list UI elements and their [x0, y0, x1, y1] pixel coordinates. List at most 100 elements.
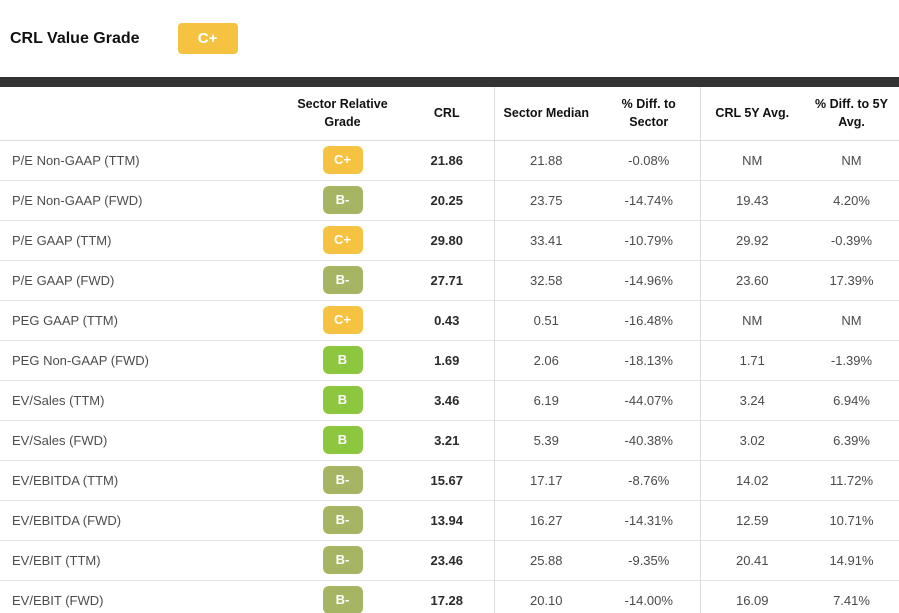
crl-5y-avg-value: 1.71: [699, 340, 804, 381]
grade-badge: B-: [322, 186, 363, 214]
col-header-diff-to-5y-avg: % Diff. to 5Y Avg.: [804, 87, 899, 141]
crl-value: 3.21: [400, 420, 494, 461]
sector-median-value: 6.19: [493, 380, 598, 421]
col-header-sector-relative-grade: Sector Relative Grade: [285, 87, 400, 141]
sector-median-value: 5.39: [493, 420, 598, 461]
crl-value: 17.28: [400, 580, 494, 613]
diff-to-5y-avg-value: 6.94%: [804, 380, 899, 421]
table-row: EV/EBITDA (TTM) B- 15.67 17.17 -8.76% 14…: [0, 460, 899, 501]
crl-value: 21.86: [400, 140, 494, 181]
table-row: P/E Non-GAAP (TTM) C+ 21.86 21.88 -0.08%…: [0, 140, 899, 181]
grade-cell: B-: [285, 580, 400, 613]
crl-5y-avg-value: 19.43: [699, 180, 804, 221]
table-row: EV/EBITDA (FWD) B- 13.94 16.27 -14.31% 1…: [0, 500, 899, 541]
diff-to-sector-value: -16.48%: [598, 300, 700, 341]
overall-grade-badge[interactable]: C+: [177, 23, 238, 54]
grade-badge: B: [322, 426, 363, 454]
grade-cell: B-: [285, 500, 400, 541]
sector-median-value: 25.88: [493, 540, 598, 581]
table-header-row: Sector Relative Grade CRL Sector Median …: [0, 87, 899, 141]
crl-value: 27.71: [400, 260, 494, 301]
diff-to-5y-avg-value: 14.91%: [804, 540, 899, 581]
metric-label: P/E Non-GAAP (TTM): [0, 140, 285, 181]
crl-value: 13.94: [400, 500, 494, 541]
diff-to-sector-value: -44.07%: [598, 380, 700, 421]
sector-median-value: 17.17: [493, 460, 598, 501]
crl-5y-avg-value: 20.41: [699, 540, 804, 581]
table-row: P/E GAAP (FWD) B- 27.71 32.58 -14.96% 23…: [0, 260, 899, 301]
diff-to-sector-value: -0.08%: [598, 140, 700, 181]
crl-5y-avg-value: 29.92: [699, 220, 804, 261]
diff-to-sector-value: -8.76%: [598, 460, 700, 501]
grade-badge: B-: [322, 266, 363, 294]
section-divider-bar: [0, 77, 899, 87]
metric-label: P/E GAAP (TTM): [0, 220, 285, 261]
page-title: CRL Value Grade: [10, 29, 140, 47]
crl-5y-avg-value: NM: [699, 300, 804, 341]
table-row: EV/EBIT (TTM) B- 23.46 25.88 -9.35% 20.4…: [0, 540, 899, 581]
grade-cell: B: [285, 420, 400, 461]
grade-cell: C+: [285, 300, 400, 341]
metric-label: EV/EBIT (FWD): [0, 580, 285, 613]
diff-to-5y-avg-value: NM: [804, 140, 899, 181]
col-header-diff-to-sector: % Diff. to Sector: [598, 87, 700, 141]
grade-cell: C+: [285, 220, 400, 261]
col-header-crl: CRL: [400, 87, 494, 141]
crl-value: 15.67: [400, 460, 494, 501]
diff-to-5y-avg-value: 7.41%: [804, 580, 899, 613]
crl-5y-avg-value: 14.02: [699, 460, 804, 501]
crl-5y-avg-value: 3.02: [699, 420, 804, 461]
col-header-metric: [0, 87, 285, 141]
diff-to-sector-value: -18.13%: [598, 340, 700, 381]
grade-badge: C+: [322, 306, 363, 334]
diff-to-5y-avg-value: 10.71%: [804, 500, 899, 541]
metric-label: EV/EBITDA (TTM): [0, 460, 285, 501]
metric-label: EV/Sales (FWD): [0, 420, 285, 461]
diff-to-sector-value: -40.38%: [598, 420, 700, 461]
sector-median-value: 33.41: [493, 220, 598, 261]
table-row: P/E GAAP (TTM) C+ 29.80 33.41 -10.79% 29…: [0, 220, 899, 261]
crl-value: 3.46: [400, 380, 494, 421]
table-row: PEG GAAP (TTM) C+ 0.43 0.51 -16.48% NM N…: [0, 300, 899, 341]
col-header-sector-median: Sector Median: [493, 87, 598, 141]
diff-to-5y-avg-value: 4.20%: [804, 180, 899, 221]
diff-to-sector-value: -14.74%: [598, 180, 700, 221]
crl-value: 20.25: [400, 180, 494, 221]
crl-value: 29.80: [400, 220, 494, 261]
table-row: P/E Non-GAAP (FWD) B- 20.25 23.75 -14.74…: [0, 180, 899, 221]
crl-5y-avg-value: 23.60: [699, 260, 804, 301]
diff-to-5y-avg-value: 6.39%: [804, 420, 899, 461]
grade-cell: B: [285, 340, 400, 381]
sector-median-value: 23.75: [493, 180, 598, 221]
grade-badge: B-: [322, 586, 363, 613]
crl-5y-avg-value: NM: [699, 140, 804, 181]
metric-label: EV/EBITDA (FWD): [0, 500, 285, 541]
diff-to-sector-value: -14.96%: [598, 260, 700, 301]
crl-5y-avg-value: 12.59: [699, 500, 804, 541]
grade-cell: B: [285, 380, 400, 421]
grade-badge: C+: [322, 226, 363, 254]
metric-label: EV/EBIT (TTM): [0, 540, 285, 581]
metric-label: P/E Non-GAAP (FWD): [0, 180, 285, 221]
crl-value: 1.69: [400, 340, 494, 381]
table-row: EV/Sales (TTM) B 3.46 6.19 -44.07% 3.24 …: [0, 380, 899, 421]
table-row: EV/Sales (FWD) B 3.21 5.39 -40.38% 3.02 …: [0, 420, 899, 461]
metric-label: P/E GAAP (FWD): [0, 260, 285, 301]
metric-label: PEG Non-GAAP (FWD): [0, 340, 285, 381]
sector-median-value: 2.06: [493, 340, 598, 381]
grade-badge: B-: [322, 546, 363, 574]
diff-to-5y-avg-value: NM: [804, 300, 899, 341]
grade-badge: B-: [322, 506, 363, 534]
crl-5y-avg-value: 3.24: [699, 380, 804, 421]
page-header: CRL Value Grade C+: [0, 0, 899, 77]
sector-median-value: 32.58: [493, 260, 598, 301]
diff-to-sector-value: -14.31%: [598, 500, 700, 541]
diff-to-5y-avg-value: -1.39%: [804, 340, 899, 381]
crl-5y-avg-value: 16.09: [699, 580, 804, 613]
value-grades-table: Sector Relative Grade CRL Sector Median …: [0, 87, 899, 613]
col-header-crl-5y-avg: CRL 5Y Avg.: [699, 87, 804, 141]
crl-value: 23.46: [400, 540, 494, 581]
grade-cell: C+: [285, 140, 400, 181]
grade-badge: B: [322, 346, 363, 374]
